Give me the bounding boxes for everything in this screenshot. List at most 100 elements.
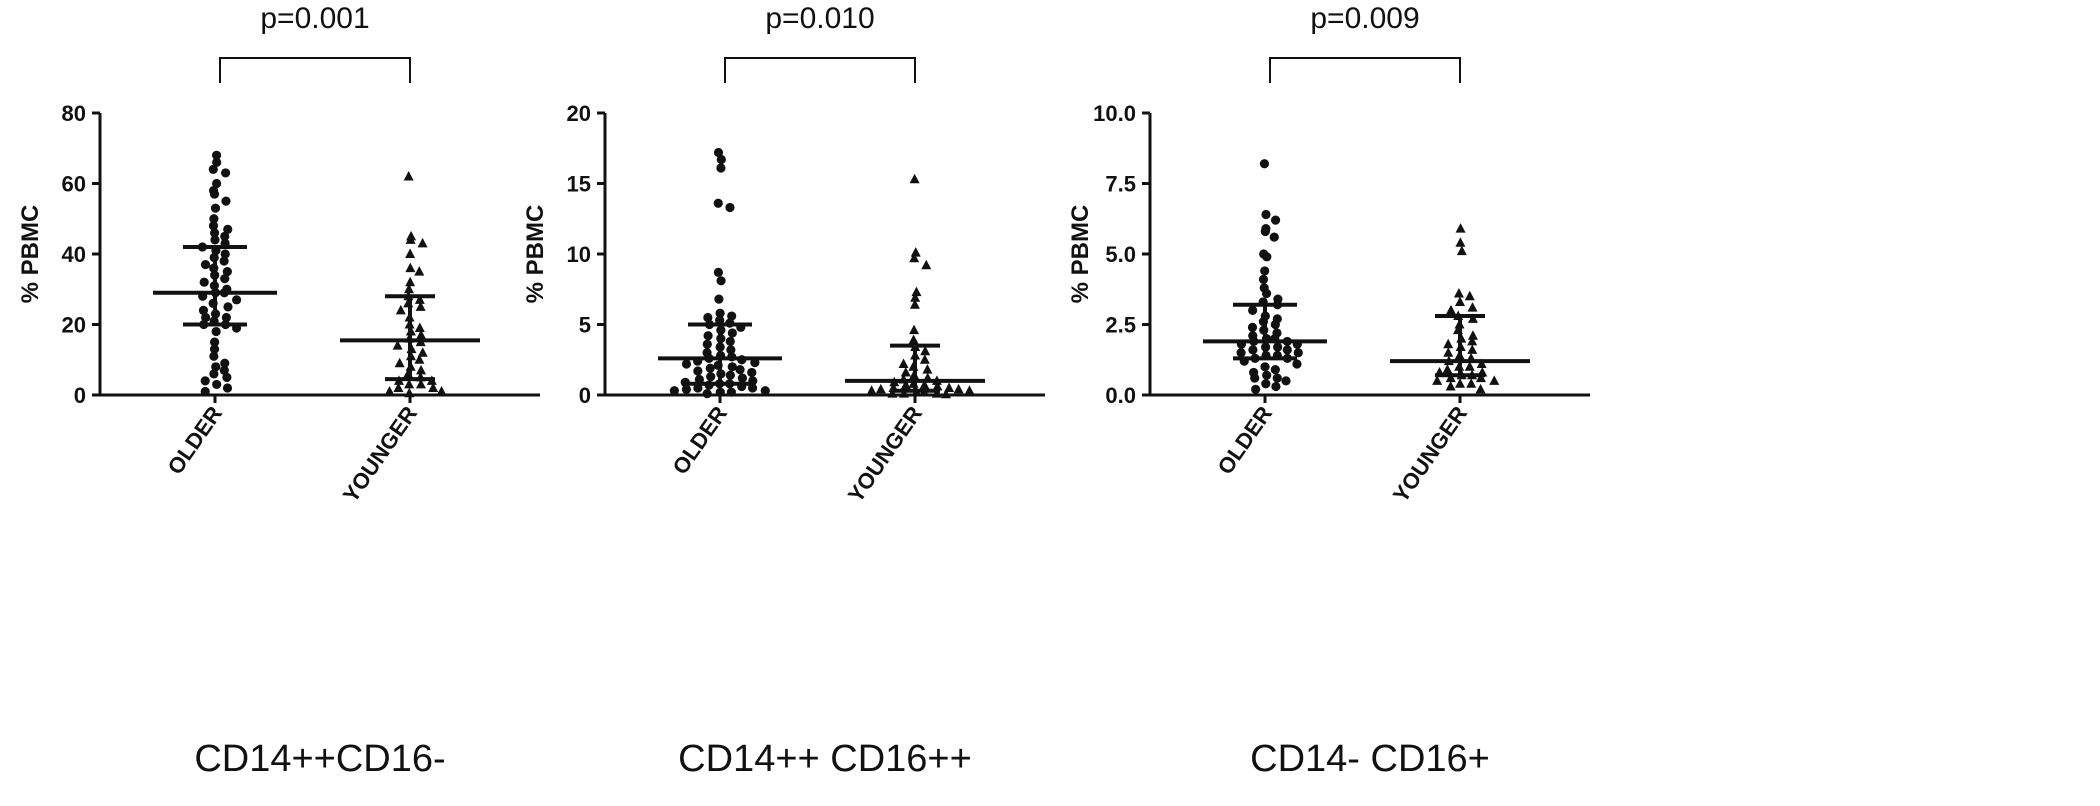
panel-caption: CD14- CD16+ [1250,738,1490,780]
data-point [220,249,230,259]
data-point [403,170,414,181]
data-point [953,383,964,394]
data-point [405,276,416,287]
data-point [715,387,725,397]
data-point [1270,319,1280,330]
data-point [1445,381,1456,391]
data-point [1467,302,1478,312]
data-point [417,237,428,248]
data-point [1453,287,1464,298]
data-point [1442,364,1453,374]
data-point [706,372,716,382]
data-point [703,312,713,323]
data-point [944,382,955,392]
data-point [727,362,737,372]
data-point [1247,322,1258,332]
y-axis-label: % PBMC [1067,205,1094,304]
y-tick-label: 20 [62,313,86,338]
significance-bracket [1269,57,1461,83]
data-point [887,388,898,398]
panel-cd14pp-cd16m: 0 20 40 60 80 % PBMC OLDER YOUNGER p=0.001 CD14+… [0,0,640,806]
data-point [210,337,220,347]
data-point [1466,378,1477,388]
y-tick-label: 0 [74,383,86,408]
data-point [210,235,220,245]
data-point [716,163,726,173]
category-label: OLDER [667,401,732,479]
data-point [1455,223,1466,233]
data-point [200,259,211,270]
data-point [1464,290,1475,301]
data-point [900,379,911,390]
data-point [1455,296,1466,306]
data-point [223,302,233,312]
y-tick-label: 5 [579,313,591,338]
data-point [716,276,726,286]
data-point [919,379,930,390]
data-point [384,385,395,396]
data-point [1432,375,1443,385]
data-point [209,369,219,379]
data-point [393,382,404,392]
data-point [211,362,221,372]
data-point [209,214,219,224]
p-value-label: p=0.010 [765,2,874,35]
data-point [1259,159,1270,169]
data-point [223,224,233,234]
data-point [209,351,219,361]
data-point [200,376,210,386]
data-point [220,274,230,284]
data-point [713,198,723,208]
data-point [414,294,425,304]
data-point [1251,384,1261,394]
y-tick-label: 0 [579,383,591,408]
data-point [705,363,715,373]
data-point [405,262,416,273]
data-point [726,345,736,355]
data-point [219,365,229,375]
data-point [404,378,415,389]
y-tick-label: 20 [567,101,591,126]
data-point [222,267,232,277]
data-point [900,366,911,377]
data-point [1456,245,1467,256]
data-point [212,379,222,390]
data-point [221,196,231,206]
data-point [220,231,230,241]
data-point [909,252,920,263]
data-point [693,366,703,376]
y-tick-label: 10 [567,242,591,267]
data-point [715,308,725,318]
data-point [1269,232,1279,242]
data-point [932,381,943,391]
significance-bracket [724,57,916,83]
y-tick-label: 7.5 [1105,172,1136,197]
category-label: OLDER [1212,401,1277,479]
data-point [415,378,426,389]
data-point [726,387,736,397]
data-point [1464,361,1475,371]
data-point [1250,373,1260,383]
data-point [1475,383,1486,394]
data-point [209,189,220,199]
data-point [415,301,426,311]
data-point [201,312,211,323]
data-point [898,388,909,398]
data-point [222,372,232,382]
data-point [931,388,942,398]
data-point [1262,370,1272,380]
data-point [208,164,218,174]
data-point [211,150,222,160]
data-point [209,228,220,238]
data-point [210,203,221,213]
data-point [964,385,975,395]
data-point [1248,305,1258,315]
panel-cd14pp-cd16pp: 0 5 10 15 20 % PBMC OLDER YOUNGER p=0.010 CD14++… [505,0,1145,806]
data-point [1270,215,1281,225]
data-point [208,221,219,231]
data-point [1467,313,1478,323]
data-point [1281,376,1291,386]
data-point [909,299,920,309]
data-point [403,283,414,294]
data-point [911,286,922,297]
